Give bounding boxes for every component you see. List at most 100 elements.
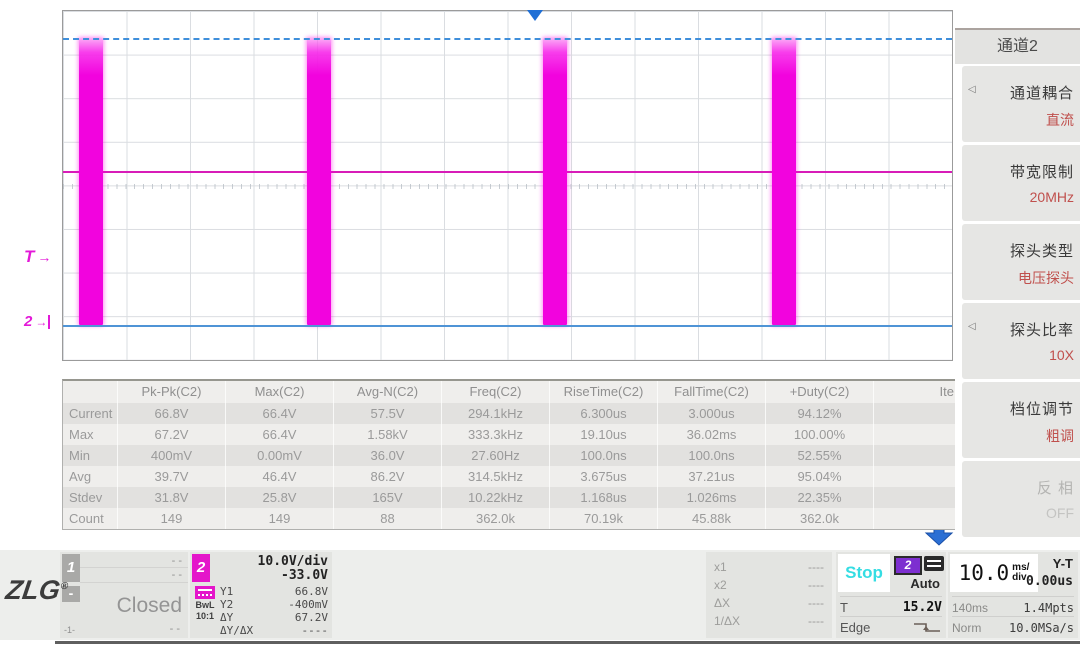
table-row: Count 149 149 88 362.0k 70.19k 45.88k 362.0k [63,508,956,529]
measurement-value: 94.12% [766,403,874,424]
menu-item-value: 20MHz [1029,189,1074,205]
measurement-value: 0.00mV [226,445,334,466]
readout-key: x2 [714,578,727,592]
channel2-status-block[interactable]: 2 10.0V/div -33.0V BwL 10:1 Y1 66.8V Y2 -40… [190,552,332,638]
channel1-badge: 1 [62,554,80,582]
channel2-pulse [543,37,568,326]
cursor-y1-line[interactable] [63,37,952,40]
sidebar-item[interactable]: ◁ 通道耦合 直流 [962,66,1080,142]
measurement-value: 37.21us [658,466,766,487]
zlg-logo: ZLG® [3,575,69,605]
measurement-value: 86.2V [334,466,442,487]
measurement-value: 66.4V [226,403,334,424]
table-header-row: Pk-Pk(C2) Max(C2) Avg-N(C2) Freq(C2) RiseTim… [63,381,956,403]
channel2-flags: BwL 10:1 [192,586,218,622]
channel2-pulse [772,37,797,326]
menu-item-value: 电压探头 [1018,270,1074,286]
measurement-value: 22.35% [766,487,874,508]
sidebar-item[interactable]: 反 相 OFF [962,461,1080,537]
readout-value: ---- [808,596,824,610]
trigger-level-value: 15.2V [902,600,942,615]
sidebar-item[interactable]: 探头类型电压探头 [962,224,1080,300]
timebase-scale-box[interactable]: 10.0 ms/ div [950,554,1038,592]
trigger-level-row: T 15.2V [840,596,942,615]
menu-item-value: 10X [1049,347,1074,363]
trigger-marker-label: T [24,247,35,266]
waveform-grid [62,10,953,361]
acquire-row: Norm 10.0MSa/s [952,616,1074,635]
readout-row: ΔY 67.2V [220,611,328,624]
timebase-block[interactable]: 10.0 ms/ div Y-T 0.00us 140ms 1.4Mpts No… [948,552,1078,638]
measurement-value: 100.00% [766,424,874,445]
table-row: Avg 39.7V 46.4V 86.2V 314.5kHz 3.675us 37.21us… [63,466,956,487]
readout-key: Y1 [220,585,234,598]
trigger-level-marker[interactable]: T → [24,247,51,267]
window-length: 140ms [952,601,989,615]
channel1-status-block[interactable]: 1 - - - - - Closed -1- - - [60,552,188,638]
readout-value: 66.8V [294,585,328,598]
center-axis-ticks [63,183,952,189]
readout-key: ΔX [714,596,731,610]
probe-ratio-flag: 10:1 [195,611,214,621]
acquire-mode: Norm [952,621,982,635]
trigger-mode: Auto [910,576,940,591]
menu-item-label: 档位调节 [1009,401,1074,418]
table-row: Stdev 31.8V 25.8V 165V 10.22kHz 1.168us 1.026m… [63,487,956,508]
measurement-value: 3.675us [550,466,658,487]
measurement-value: 1.026ms [658,487,766,508]
cursor-x-block: x1 ---- x2 ---- ΔX ---- 1/ΔX ---- [706,552,832,638]
row-label: Avg [63,466,118,487]
channel1-offset: - - [171,569,182,581]
status-bar: 1 - - - - - Closed -1- - - 2 10.0V/div -… [0,550,1080,640]
readout-key: x1 [714,560,727,574]
sidebar-item[interactable]: 档位调节 粗调 [962,382,1080,458]
measurement-value: 70.19k [550,508,658,529]
cursor-y2-line[interactable] [63,325,952,328]
sidebar-item[interactable]: 带宽限制 20MHz [962,145,1080,221]
measurement-value: 362.0k [766,508,874,529]
trigger-position-marker[interactable] [527,10,544,21]
channel2-badge: 2 [192,554,210,582]
measurement-value: 3.000us [658,403,766,424]
column-header: Freq(C2) [442,381,550,403]
column-header: Avg-N(C2) [334,381,442,403]
channel1-status: Closed [116,594,182,617]
channel2-pulse [307,37,332,326]
measurement-value: 333.3kHz [442,424,550,445]
measurement-value: 25.8V [226,487,334,508]
measurement-value: 165V [334,487,442,508]
measurement-value: 27.60Hz [442,445,550,466]
measurement-value: 19.10us [550,424,658,445]
menu-item-label: 探头类型 [1009,243,1074,260]
measurement-value: 36.02ms [658,424,766,445]
cursor-y-readouts: Y1 66.8V Y2 -400mV ΔY 67.2V ΔY/ΔX ---- [220,585,328,637]
table-row: Current 66.8V 66.4V 57.5V 294.1kHz 6.300us 3.0… [63,403,956,424]
channel2-pulse [79,37,103,326]
column-header: RiseTime(C2) [550,381,658,403]
readout-value: ---- [808,614,824,628]
measurement-value: 67.2V [118,424,226,445]
row-label: Count [63,508,118,529]
bandwidth-limit-flag: BwL [195,600,215,610]
trigger-status-block[interactable]: Stop 2 Auto T 15.2V Edge [836,552,946,638]
trigger-source-badge: 2 [894,556,922,575]
menu-item-label: 通道耦合 [1009,85,1074,102]
readout-row: x2 ---- [714,576,824,594]
column-header: +Duty(C2) [766,381,874,403]
readout-row: Y1 66.8V [220,585,328,598]
channel2-position-marker[interactable]: 2 → [24,313,51,330]
readout-row: Y2 -400mV [220,598,328,611]
run-state[interactable]: Stop [838,554,890,592]
column-header: FallTime(C2) [658,381,766,403]
column-header: Max(C2) [226,381,334,403]
sidebar-item[interactable]: ◁ 探头比率 10X [962,303,1080,379]
menu-item-label: 探头比率 [1009,322,1074,339]
measurement-value: 100.0ns [550,445,658,466]
measurement-value [874,466,956,487]
channel1-extra: - - [169,623,180,635]
measurement-value: 100.0ns [658,445,766,466]
readout-value: ---- [301,624,329,637]
row-label: Current [63,403,118,424]
measurement-value: 39.7V [118,466,226,487]
channel2-baseline [63,170,952,173]
